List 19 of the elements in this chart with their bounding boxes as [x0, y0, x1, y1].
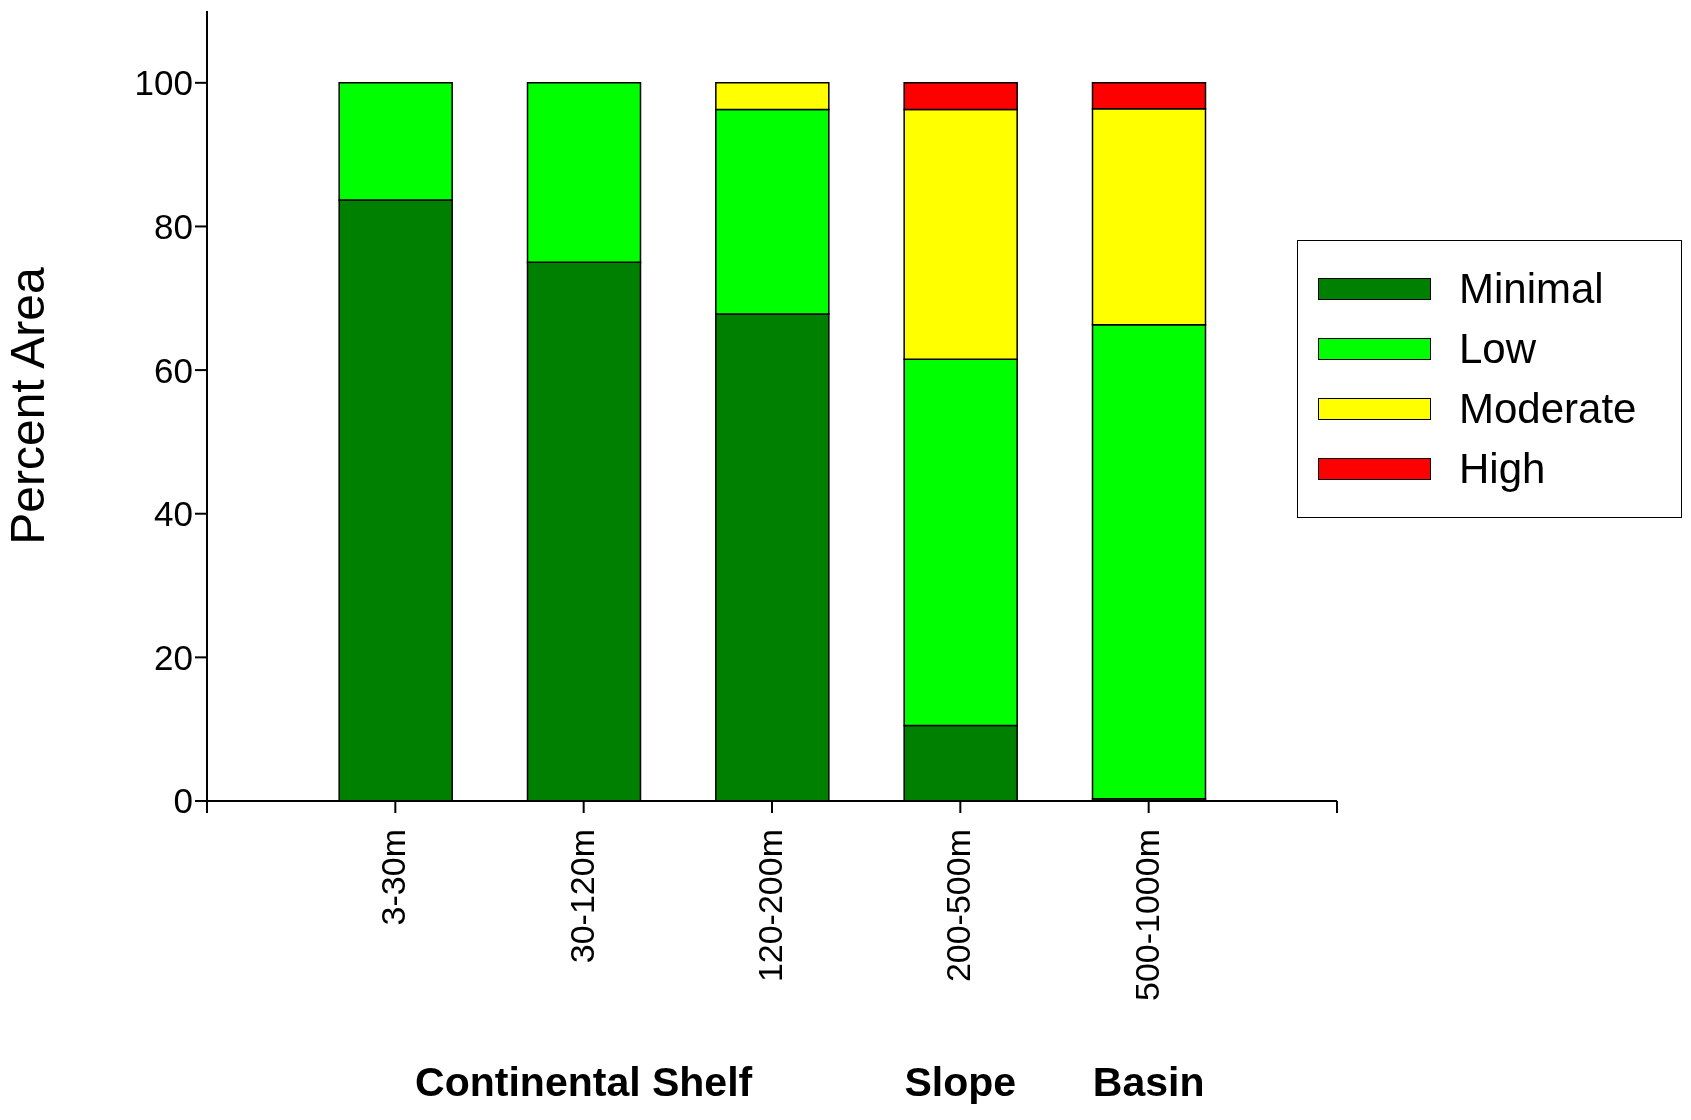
legend-label: Minimal: [1459, 265, 1604, 313]
y-tick-label: 60: [154, 350, 193, 390]
y-tick-label: 40: [154, 494, 193, 534]
legend-label: Low: [1459, 325, 1537, 373]
x-tick-label: 120-200m: [751, 829, 789, 983]
y-tick-label: 0: [173, 781, 193, 821]
legend-label: Moderate: [1459, 385, 1637, 433]
y-tick-label: 80: [154, 206, 193, 246]
x-tick-label: 500-1000m: [1127, 829, 1166, 1002]
text: Basin: [1092, 1059, 1205, 1105]
x-tick-label: 200-500m: [939, 829, 978, 983]
text: Slope: [904, 1059, 1017, 1105]
y-tick-label: 100: [134, 63, 193, 103]
y-tick-label: 20: [154, 637, 193, 677]
x-tick-label: 3-30m: [374, 829, 413, 926]
text: Continental Shelf: [415, 1059, 753, 1105]
legend-label: High: [1459, 445, 1546, 493]
y-axis-title: Percent Area: [1, 266, 55, 545]
x-tick-label: 30-120m: [562, 829, 601, 964]
